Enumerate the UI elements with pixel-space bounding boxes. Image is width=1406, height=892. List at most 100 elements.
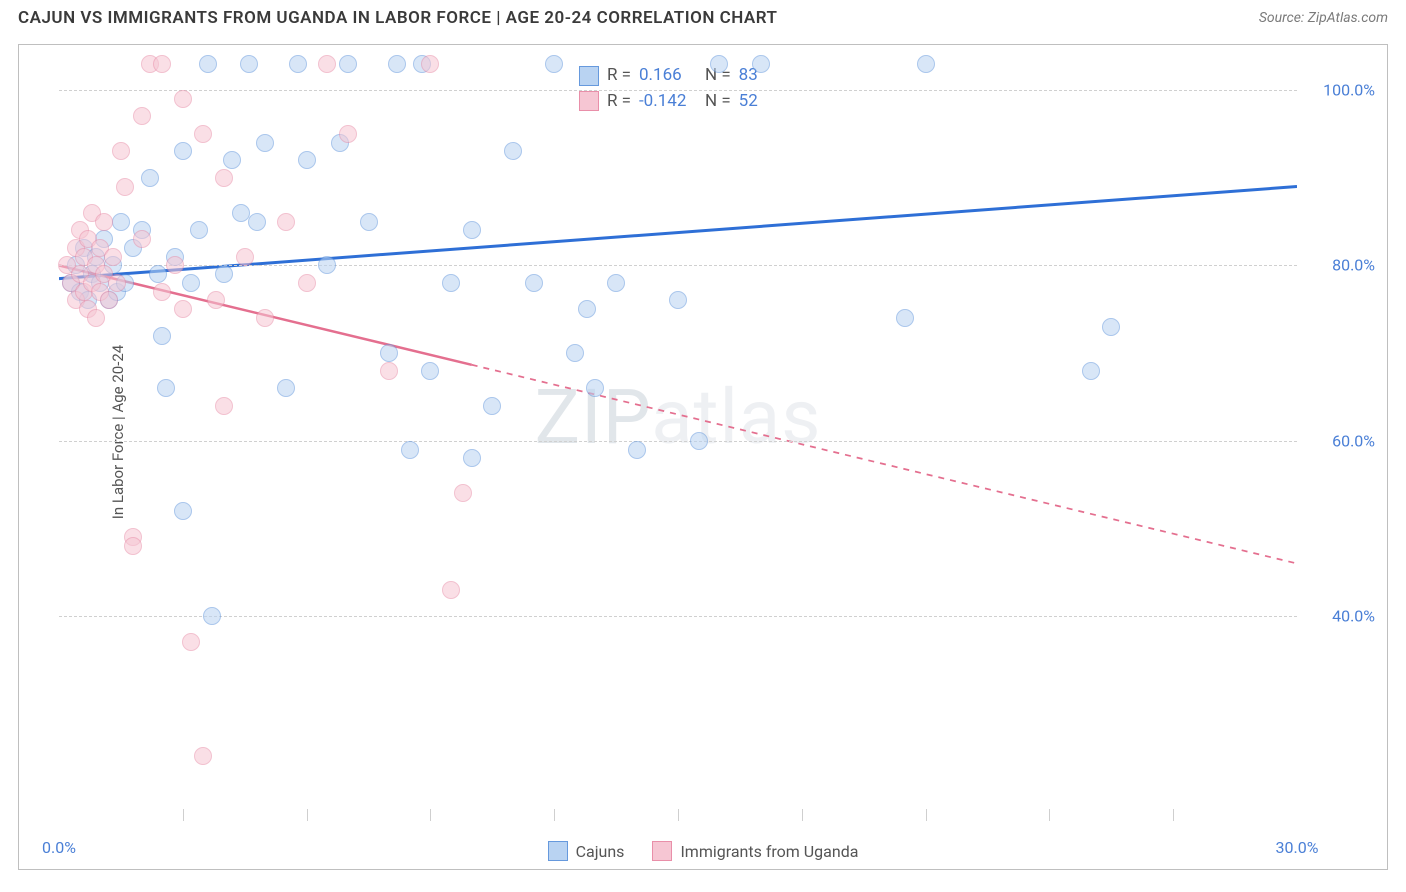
- y-tick-label: 60.0%: [1332, 431, 1375, 450]
- legend-label: Immigrants from Uganda: [680, 842, 858, 861]
- scatter-point: [153, 283, 171, 301]
- scatter-point: [149, 265, 167, 283]
- scatter-point: [607, 274, 625, 292]
- chart-title: CAJUN VS IMMIGRANTS FROM UGANDA IN LABOR…: [18, 8, 777, 28]
- scatter-point: [215, 169, 233, 187]
- scatter-point: [104, 248, 122, 266]
- trend-lines: [59, 55, 1297, 809]
- scatter-point: [421, 362, 439, 380]
- scatter-point: [463, 449, 481, 467]
- scatter-point: [318, 256, 336, 274]
- scatter-point: [174, 300, 192, 318]
- legend: Cajuns Immigrants from Uganda: [19, 841, 1387, 861]
- scatter-point: [133, 107, 151, 125]
- scatter-point: [339, 125, 357, 143]
- scatter-point: [194, 125, 212, 143]
- y-tick-label: 100.0%: [1323, 81, 1375, 100]
- scatter-point: [248, 213, 266, 231]
- scatter-point: [153, 55, 171, 73]
- scatter-point: [87, 309, 105, 327]
- x-tick: [183, 809, 184, 821]
- scatter-point: [157, 379, 175, 397]
- scatter-point: [628, 441, 646, 459]
- scatter-point: [298, 151, 316, 169]
- stat-r-label: R =: [607, 89, 631, 115]
- y-axis-label: In Labor Force | Age 20-24: [109, 345, 127, 519]
- gridline-h: [59, 616, 1297, 617]
- scatter-point: [752, 55, 770, 73]
- scatter-point: [141, 169, 159, 187]
- legend-label: Cajuns: [576, 842, 625, 861]
- scatter-point: [215, 397, 233, 415]
- x-tick: [802, 809, 803, 821]
- scatter-point: [454, 484, 472, 502]
- scatter-point: [133, 230, 151, 248]
- scatter-point: [566, 344, 584, 362]
- scatter-point: [112, 213, 130, 231]
- scatter-point: [710, 55, 728, 73]
- scatter-point: [669, 291, 687, 309]
- scatter-point: [442, 581, 460, 599]
- scatter-point: [215, 265, 233, 283]
- scatter-point: [100, 291, 118, 309]
- legend-swatch: [579, 91, 599, 111]
- gridline-h: [59, 441, 1297, 442]
- y-tick-label: 80.0%: [1332, 256, 1375, 275]
- scatter-point: [194, 747, 212, 765]
- scatter-point: [289, 55, 307, 73]
- scatter-point: [463, 221, 481, 239]
- stats-box: R =0.166N =83R =-0.142N =52: [579, 63, 758, 114]
- x-tick: [307, 809, 308, 821]
- scatter-point: [182, 633, 200, 651]
- x-tick: [554, 809, 555, 821]
- scatter-point: [174, 502, 192, 520]
- stat-r-label: R =: [607, 63, 631, 89]
- scatter-point: [504, 142, 522, 160]
- scatter-point: [199, 55, 217, 73]
- scatter-point: [207, 291, 225, 309]
- scatter-point: [153, 327, 171, 345]
- gridline-h: [59, 90, 1297, 91]
- scatter-point: [360, 213, 378, 231]
- scatter-point: [116, 178, 134, 196]
- scatter-point: [240, 55, 258, 73]
- scatter-point: [896, 309, 914, 327]
- x-tick: [926, 809, 927, 821]
- scatter-point: [95, 213, 113, 231]
- legend-item: Cajuns: [548, 841, 625, 861]
- scatter-point: [108, 274, 126, 292]
- x-tick: [1173, 809, 1174, 821]
- scatter-point: [256, 309, 274, 327]
- scatter-point: [298, 274, 316, 292]
- scatter-point: [545, 55, 563, 73]
- legend-swatch: [652, 841, 672, 861]
- scatter-point: [112, 142, 130, 160]
- x-tick: [678, 809, 679, 821]
- stats-row: R =0.166N =83: [579, 63, 758, 89]
- x-tick: [1049, 809, 1050, 821]
- scatter-point: [442, 274, 460, 292]
- scatter-point: [223, 151, 241, 169]
- scatter-point: [182, 274, 200, 292]
- scatter-point: [483, 397, 501, 415]
- scatter-point: [917, 55, 935, 73]
- scatter-point: [690, 432, 708, 450]
- scatter-point: [124, 537, 142, 555]
- scatter-point: [1082, 362, 1100, 380]
- scatter-point: [256, 134, 274, 152]
- x-tick: [430, 809, 431, 821]
- scatter-point: [525, 274, 543, 292]
- stats-row: R =-0.142N =52: [579, 89, 758, 115]
- watermark: ZIPatlas: [535, 372, 822, 462]
- scatter-point: [318, 55, 336, 73]
- stat-n-value: 52: [739, 89, 758, 115]
- scatter-point: [380, 344, 398, 362]
- scatter-point: [190, 221, 208, 239]
- scatter-point: [174, 142, 192, 160]
- stat-r-value: -0.142: [639, 89, 697, 115]
- scatter-point: [388, 55, 406, 73]
- plot-area: In Labor Force | Age 20-24 ZIPatlas R =0…: [59, 55, 1297, 809]
- scatter-point: [236, 248, 254, 266]
- scatter-point: [203, 607, 221, 625]
- scatter-point: [166, 256, 184, 274]
